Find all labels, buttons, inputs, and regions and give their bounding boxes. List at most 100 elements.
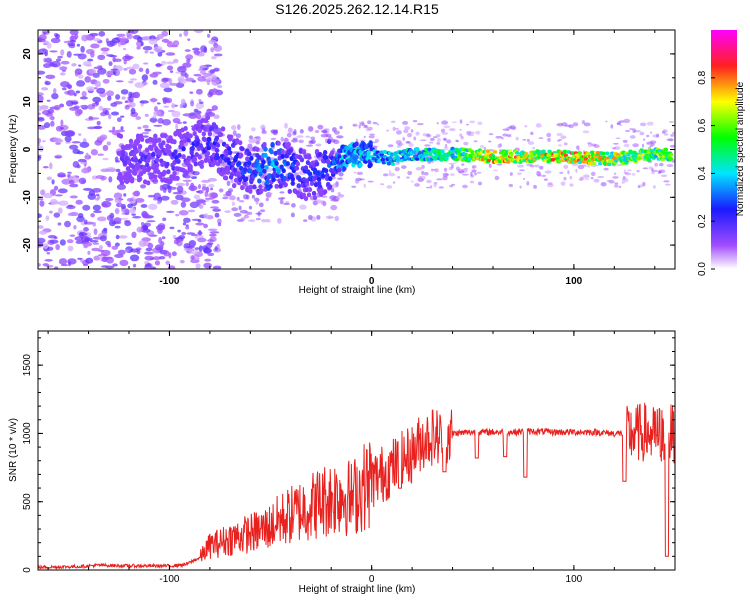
noise-blob	[332, 195, 340, 202]
noise-blob	[142, 213, 150, 219]
noise-blob	[59, 72, 66, 76]
noise-blob	[191, 218, 201, 221]
noise-blob	[105, 197, 114, 201]
noise-blob	[38, 156, 42, 159]
noise-blob	[168, 78, 173, 85]
noise-blob	[613, 146, 621, 150]
noise-blob	[140, 204, 148, 208]
ridge-cell	[237, 161, 242, 167]
noise-blob	[192, 47, 200, 51]
noise-blob	[144, 255, 154, 261]
noise-blob	[137, 126, 142, 130]
noise-blob	[120, 115, 125, 118]
noise-blob	[75, 199, 83, 205]
noise-blob	[597, 176, 605, 178]
noise-blob	[395, 127, 400, 130]
noise-blob	[90, 43, 100, 49]
ridge-cell	[167, 144, 172, 150]
noise-blob	[238, 205, 242, 211]
colorbar-tick-label: 0.8	[697, 70, 708, 84]
noise-blob	[89, 32, 99, 37]
noise-blob	[560, 135, 567, 140]
noise-blob	[171, 45, 178, 48]
ridge-cell	[515, 151, 520, 155]
noise-blob	[255, 200, 259, 205]
noise-blob	[423, 171, 429, 176]
ridge-cell	[418, 150, 423, 155]
noise-blob	[214, 212, 220, 218]
noise-blob	[505, 133, 512, 137]
noise-blob	[622, 139, 628, 143]
noise-blob	[67, 89, 76, 96]
x-tick-label: 0	[369, 574, 375, 585]
ridge-cell	[223, 175, 229, 181]
noise-blob	[139, 184, 147, 189]
ridge-cell	[139, 137, 145, 143]
noise-blob	[443, 167, 448, 172]
noise-blob	[162, 217, 167, 222]
noise-blob	[208, 183, 215, 188]
noise-blob	[71, 141, 81, 144]
noise-blob	[65, 100, 74, 107]
noise-blob	[469, 120, 476, 124]
ridge-cell	[258, 184, 263, 190]
noise-blob	[189, 201, 199, 209]
ridge-cell	[278, 183, 283, 189]
noise-blob	[118, 41, 122, 48]
noise-blob	[45, 74, 56, 80]
noise-blob	[147, 194, 156, 198]
ridge-cell	[274, 161, 279, 167]
noise-blob	[209, 69, 215, 74]
noise-blob	[279, 191, 285, 194]
noise-blob	[100, 265, 109, 268]
noise-blob	[163, 250, 170, 257]
noise-blob	[207, 242, 214, 246]
noise-blob	[539, 165, 544, 170]
ridge-cell	[173, 149, 178, 155]
ridge-cell	[153, 133, 158, 139]
noise-blob	[78, 133, 82, 136]
noise-blob	[60, 119, 64, 127]
ridge-cell	[239, 152, 244, 158]
noise-blob	[213, 265, 222, 269]
noise-blob	[358, 124, 361, 129]
noise-blob	[231, 201, 236, 207]
noise-blob	[583, 122, 591, 127]
ridge-cell	[118, 133, 124, 139]
noise-blob	[412, 119, 418, 123]
noise-blob	[251, 127, 256, 132]
noise-blob	[616, 123, 620, 125]
noise-blob	[180, 201, 187, 208]
noise-blob	[451, 121, 457, 124]
noise-blob	[202, 202, 207, 206]
noise-blob	[213, 44, 223, 52]
ridge-cell	[327, 139, 332, 145]
noise-blob	[77, 53, 87, 60]
ridge-cell	[390, 162, 396, 166]
ridge-cell	[244, 176, 249, 182]
noise-blob	[338, 172, 344, 177]
ridge-cell	[183, 125, 188, 131]
noise-blob	[196, 113, 202, 120]
noise-blob	[66, 239, 74, 244]
noise-blob	[122, 55, 132, 62]
noise-blob	[547, 182, 553, 185]
noise-blob	[198, 98, 202, 103]
noise-blob	[197, 231, 203, 236]
noise-blob	[83, 227, 89, 232]
noise-blob	[178, 33, 183, 38]
noise-blob	[45, 57, 52, 63]
noise-blob	[43, 192, 53, 199]
noise-blob	[327, 216, 335, 219]
ridge-cell	[248, 188, 253, 194]
x-tick-label: 100	[566, 574, 583, 585]
noise-blob	[115, 94, 121, 100]
noise-blob	[410, 129, 414, 133]
noise-blob	[108, 113, 112, 120]
noise-blob	[68, 179, 75, 185]
ridge-cell	[192, 131, 197, 137]
noise-blob	[116, 184, 127, 190]
noise-blob	[337, 177, 343, 180]
noise-blob	[496, 163, 503, 166]
noise-blob	[38, 70, 46, 75]
